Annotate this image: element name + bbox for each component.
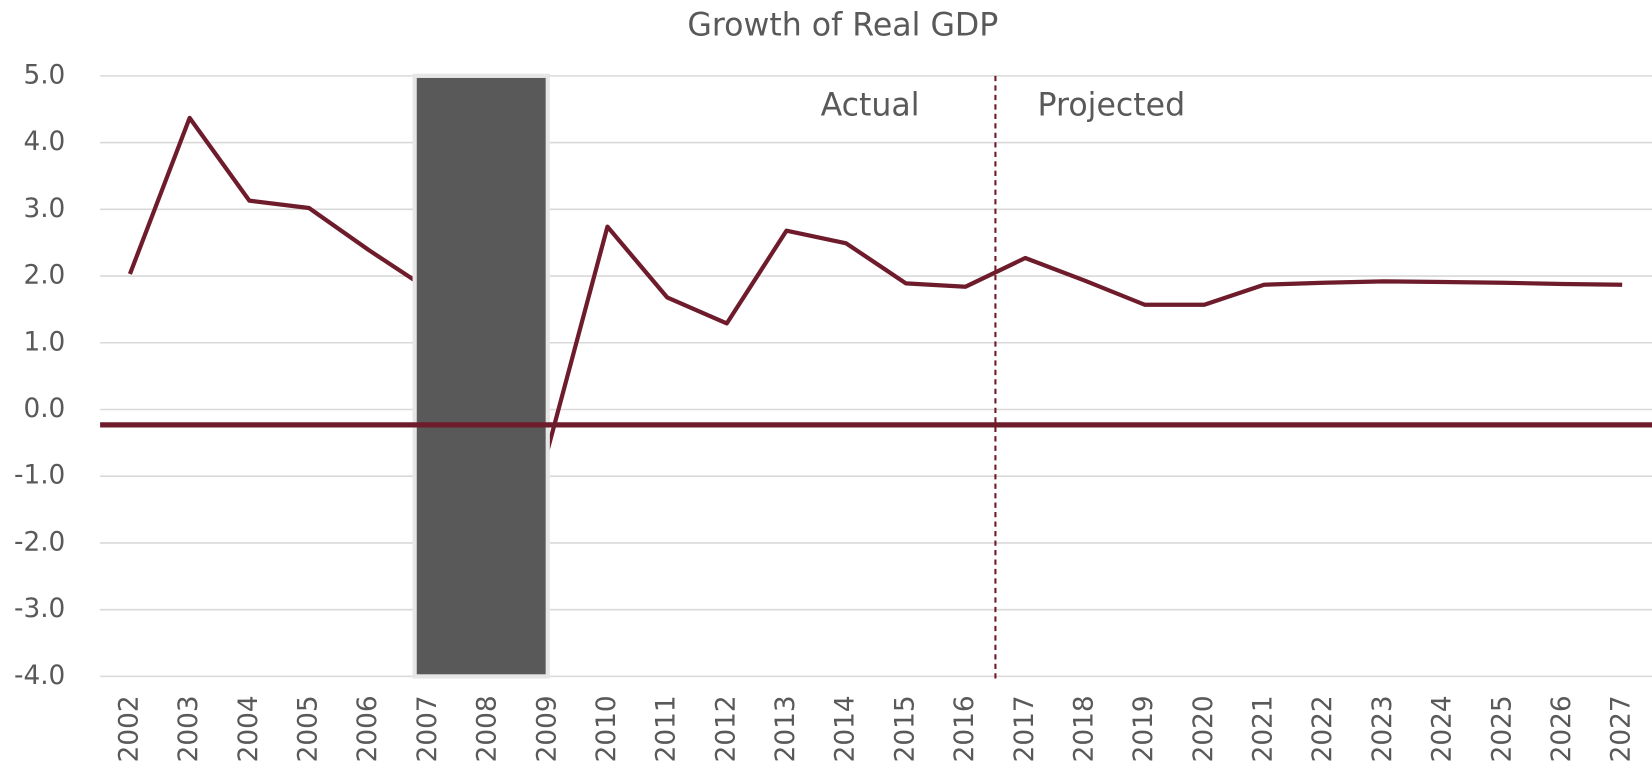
x-tick-label: 2021 [1249,695,1279,762]
data-line [127,115,1623,452]
y-tick-label: -1.0 [14,461,65,491]
chart-title: Growth of Real GDP [687,7,998,43]
x-tick-label: 2006 [353,695,383,762]
x-tick-label: 2009 [532,695,562,762]
x-tick-label: 2017 [1010,695,1040,762]
x-tick-label: 2014 [831,695,861,762]
x-tick-label: 2012 [711,695,741,762]
y-tick-label: 1.0 [23,327,65,357]
y-tick-label: 0.0 [23,394,65,424]
x-tick-label: 2013 [771,695,801,762]
annotation: Actual [821,87,920,123]
x-tick-label: 2026 [1547,695,1577,762]
y-tick-label: 5.0 [23,60,65,90]
y-tick-label: -3.0 [14,594,65,624]
y-tick-label: -2.0 [14,527,65,557]
y-tick-label: 4.0 [23,127,65,157]
y-tick-label: 3.0 [23,194,65,224]
x-tick-label: 2025 [1487,695,1517,762]
x-tick-label: 2007 [413,695,443,762]
annotation: Projected [1038,87,1186,123]
x-tick-label: 2023 [1368,695,1398,762]
shaded-band [412,73,550,679]
x-tick-label: 2024 [1428,695,1458,762]
y-tick-label: 2.0 [23,261,65,291]
x-tick-label: 2015 [890,695,920,762]
x-tick-label: 2016 [950,695,980,762]
x-tick-label: 2005 [294,695,324,762]
x-tick-label: 2027 [1607,695,1637,762]
x-tick-label: 2004 [234,695,264,762]
x-tick-label: 2008 [473,695,503,762]
x-tick-label: 2018 [1069,695,1099,762]
x-tick-label: 2002 [114,695,144,762]
y-tick-label: -4.0 [14,661,65,691]
x-tick-label: 2020 [1189,695,1219,762]
x-tick-label: 2019 [1129,695,1159,762]
x-tick-label: 2003 [174,695,204,762]
x-tick-label: 2011 [652,695,682,762]
x-tick-label: 2022 [1308,695,1338,762]
x-tick-label: 2010 [592,695,622,762]
